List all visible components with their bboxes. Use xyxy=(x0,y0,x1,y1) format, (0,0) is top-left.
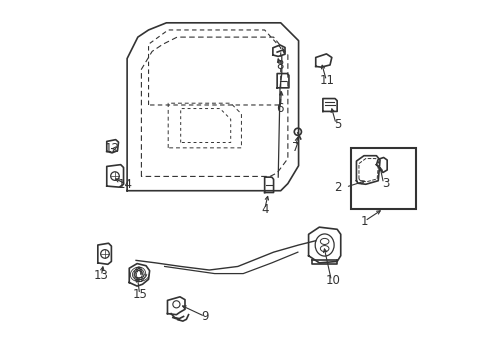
Text: 14: 14 xyxy=(118,178,133,191)
Text: 13: 13 xyxy=(94,269,109,282)
Text: 4: 4 xyxy=(261,203,269,216)
Text: 12: 12 xyxy=(104,142,120,155)
Text: 11: 11 xyxy=(319,74,335,87)
Text: 9: 9 xyxy=(201,310,209,323)
Text: 1: 1 xyxy=(361,215,368,228)
Text: 8: 8 xyxy=(276,59,284,72)
Text: 15: 15 xyxy=(132,288,147,301)
Bar xyxy=(351,148,416,208)
Text: 3: 3 xyxy=(382,177,390,190)
Text: 5: 5 xyxy=(334,118,342,131)
Text: 2: 2 xyxy=(334,181,342,194)
Text: 10: 10 xyxy=(326,274,341,287)
Text: 7: 7 xyxy=(292,141,299,154)
Text: 6: 6 xyxy=(276,102,284,115)
